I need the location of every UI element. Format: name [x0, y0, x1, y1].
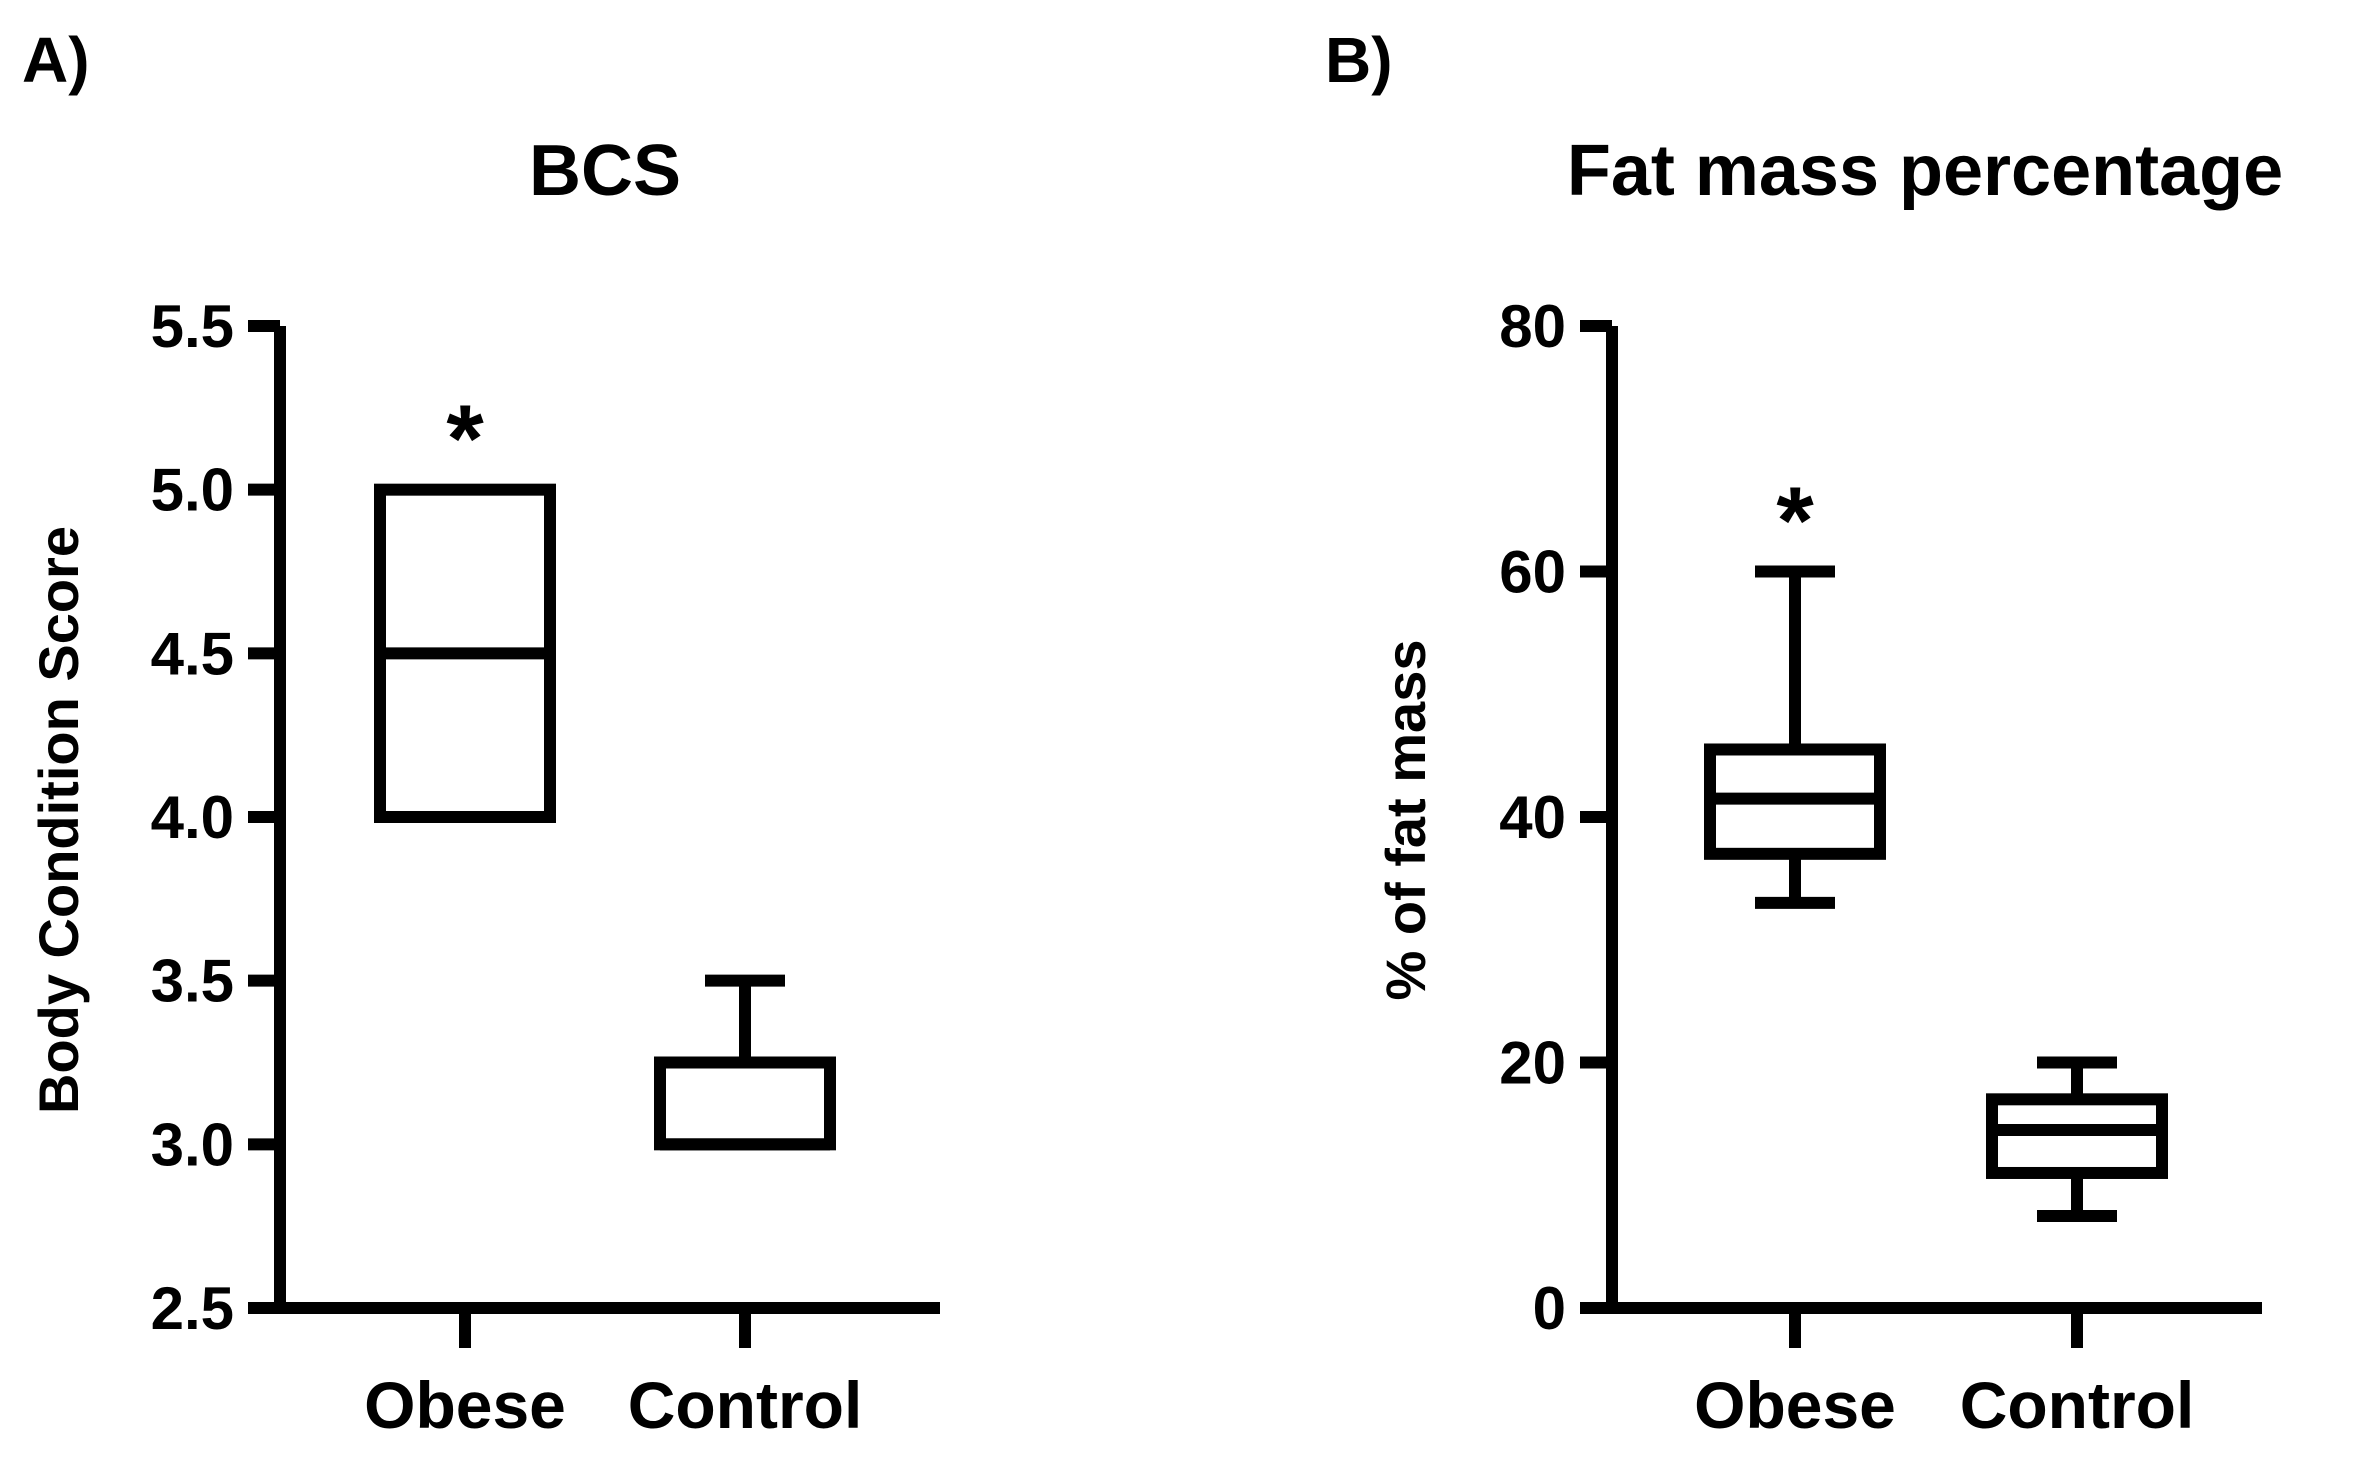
panel-a-y-tick-label: 3.5 — [151, 948, 234, 1015]
panel-b: B) Fat mass percentage % of fat mass 0 20… — [1325, 24, 2283, 1442]
panel-b-title: Fat mass percentage — [1567, 131, 2283, 211]
panel-b-y-axis-title: % of fat mass — [1374, 640, 1437, 1001]
panel-a-y-tick-label: 5.0 — [151, 457, 234, 524]
panel-a-x-tick-label: Obese — [364, 1368, 566, 1442]
panel-a-control-boxplot — [654, 974, 836, 1151]
panel-a-obese-boxplot: * — [374, 386, 556, 823]
panel-a-y-tick-label: 5.5 — [151, 293, 234, 360]
panel-a-x-tick-label: Control — [628, 1368, 863, 1442]
panel-b-plot-area: 0 20 40 60 80 Obese Control * — [1499, 293, 2262, 1442]
panel-a-y-tick-label: 2.5 — [151, 1275, 234, 1342]
panel-a-obese-significance-marker: * — [446, 386, 484, 493]
panel-b-control-box — [1986, 1093, 2168, 1179]
panel-a-plot-area: 2.5 3.0 3.5 4.0 4.5 5.0 5.5 Obese Control * — [151, 293, 940, 1442]
panel-a-label: A) — [22, 24, 90, 96]
panel-b-y-tick-label: 0 — [1533, 1275, 1566, 1342]
panel-a-control-box — [654, 1056, 836, 1151]
panel-b-x-tick-label: Obese — [1694, 1368, 1896, 1442]
panel-b-y-tick-label: 20 — [1499, 1030, 1566, 1097]
panel-a-y-tick-label: 4.0 — [151, 784, 234, 851]
panel-a-y-tick-label: 4.5 — [151, 620, 234, 687]
panel-a-y-tick-label: 3.0 — [151, 1111, 234, 1178]
panel-b-x-tick-label: Control — [1960, 1368, 2195, 1442]
panel-b-obese-boxplot: * — [1704, 468, 1886, 909]
panel-b-obese-significance-marker: * — [1776, 468, 1814, 575]
panel-b-y-tick-label: 80 — [1499, 293, 1566, 360]
panel-a-y-axis-title: Body Condition Score — [27, 526, 90, 1114]
panel-a-title: BCS — [529, 131, 681, 211]
panel-b-y-tick-label: 40 — [1499, 784, 1566, 851]
panel-b-label: B) — [1325, 24, 1393, 96]
panel-a: A) BCS Body Condition Score 2.5 3.0 3.5 4.0… — [22, 24, 940, 1442]
panel-b-control-boxplot — [1986, 1056, 2168, 1222]
panel-b-y-tick-label: 60 — [1499, 539, 1566, 606]
